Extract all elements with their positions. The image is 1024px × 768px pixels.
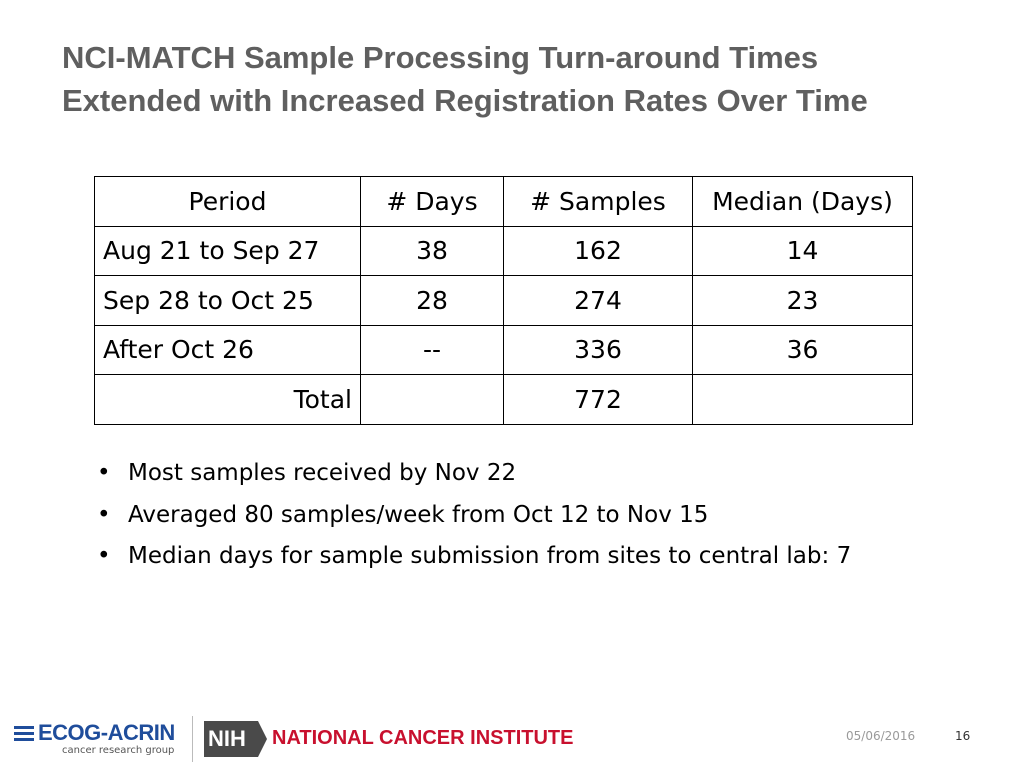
- bullet-text: Median days for sample submission from s…: [128, 543, 852, 569]
- cell-median: 14: [692, 225, 913, 276]
- bullet-list: • Most samples received by Nov 22 • Averag…: [97, 456, 851, 581]
- header-samples: # Samples: [503, 176, 693, 227]
- cell-days: --: [360, 324, 504, 375]
- header-period: Period: [94, 176, 361, 227]
- cell-period: Aug 21 to Sep 27: [94, 225, 361, 276]
- bullet-text: Most samples received by Nov 22: [128, 460, 517, 486]
- ecog-acrin-subtitle: cancer research group: [62, 745, 175, 756]
- logo-divider: [192, 716, 193, 762]
- bullet-item: • Averaged 80 samples/week from Oct 12 to…: [97, 498, 851, 540]
- ecog-bars-icon: [14, 726, 34, 744]
- cell-total-median: [692, 374, 913, 425]
- footer-date: 05/06/2016: [846, 729, 916, 743]
- bullet-item: • Median days for sample submission from …: [97, 539, 851, 581]
- cell-days: 38: [360, 225, 504, 276]
- ecog-acrin-logo: ECOG-ACRIN cancer research group: [14, 718, 186, 760]
- cell-total-days: [360, 374, 504, 425]
- cell-samples: 274: [503, 275, 693, 326]
- table-row: After Oct 26 -- 336 36: [94, 324, 913, 375]
- bullet-dot-icon: •: [97, 460, 111, 486]
- cell-samples: 336: [503, 324, 693, 375]
- table-row: Aug 21 to Sep 27 38 162 14: [94, 225, 913, 276]
- nih-logo-badge: NIH: [204, 721, 258, 757]
- ecog-acrin-name: ECOG-ACRIN: [38, 720, 175, 745]
- page-number: 16: [955, 729, 971, 743]
- bullet-dot-icon: •: [97, 501, 111, 528]
- cell-total-samples: 772: [503, 374, 693, 425]
- slide-title: NCI-MATCH Sample Processing Turn-around …: [62, 36, 1002, 122]
- cell-median: 36: [692, 324, 913, 375]
- cell-median: 23: [692, 275, 913, 326]
- table-header-row: Period # Days # Samples Median (Days): [94, 176, 913, 227]
- header-median: Median (Days): [692, 176, 913, 227]
- table-total-row: Total 772: [94, 374, 913, 425]
- table-row: Sep 28 to Oct 25 28 274 23: [94, 275, 913, 326]
- bullet-text: Averaged 80 samples/week from Oct 12 to …: [128, 501, 709, 528]
- cell-period: Sep 28 to Oct 25: [94, 275, 361, 326]
- turnaround-table: Period # Days # Samples Median (Days) Au…: [94, 176, 913, 425]
- nci-name: NATIONAL CANCER INSTITUTE: [272, 727, 574, 749]
- bullet-item: • Most samples received by Nov 22: [97, 456, 851, 498]
- bullet-dot-icon: •: [97, 543, 111, 569]
- cell-days: 28: [360, 275, 504, 326]
- nih-arrow-icon: [258, 721, 267, 757]
- slide-title-line-1: NCI-MATCH Sample Processing Turn-around …: [62, 40, 819, 75]
- slide-title-line-2: Extended with Increased Registration Rat…: [62, 83, 868, 118]
- cell-total-label: Total: [94, 374, 361, 425]
- cell-period: After Oct 26: [94, 324, 361, 375]
- header-days: # Days: [360, 176, 504, 227]
- cell-samples: 162: [503, 225, 693, 276]
